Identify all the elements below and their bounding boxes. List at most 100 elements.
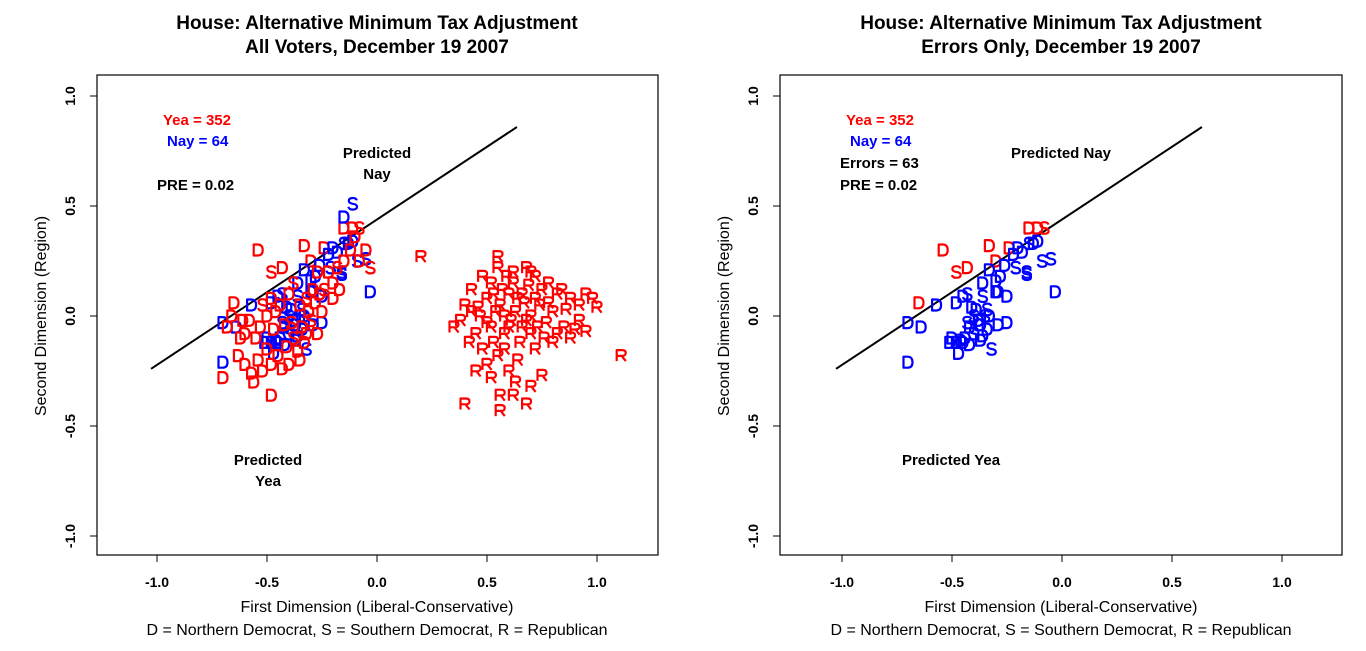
data-point-r-yea — [536, 368, 548, 382]
data-point-r-yea — [507, 265, 520, 279]
yea-count: Yea = 352 — [163, 112, 231, 129]
data-point-r-yea — [564, 331, 577, 345]
data-point-d-yea — [235, 331, 247, 345]
data-point-s-nay — [301, 342, 312, 356]
data-point-s-nay — [1036, 254, 1048, 268]
data-point-r-yea — [591, 300, 603, 314]
data-point-r-yea — [523, 278, 535, 292]
data-point-d-nay — [298, 263, 310, 277]
data-point-r-yea — [536, 283, 548, 296]
panel-title-line1: House: Alternative Minimum Tax Adjustmen… — [860, 13, 1262, 34]
data-point-d-yea — [349, 230, 361, 244]
data-point-r-yea — [470, 327, 482, 340]
data-point-s-nay — [1021, 267, 1033, 282]
data-point-d-yea — [261, 342, 273, 356]
data-point-r-yea — [525, 265, 537, 279]
data-point-r-yea — [512, 291, 524, 305]
data-point-r-yea — [525, 379, 537, 393]
data-point-r-yea — [492, 250, 504, 263]
data-point-d-nay — [1027, 236, 1040, 250]
data-point-r-yea — [509, 375, 522, 389]
data-point-r-yea — [573, 313, 586, 327]
data-point-d-yea — [334, 283, 346, 297]
data-point-s-nay — [977, 289, 989, 304]
y-tick-label: 0.5 — [62, 196, 78, 216]
y-tick-label: 0.0 — [745, 306, 761, 326]
data-point-d-yea — [913, 296, 925, 310]
data-point-r-yea — [580, 324, 592, 338]
data-point-d-yea — [226, 309, 238, 323]
data-point-r-yea — [496, 283, 508, 296]
data-point-r-yea — [481, 357, 493, 371]
legend-subtitle: D = Northern Democrat, S = Southern Demo… — [830, 622, 1291, 639]
data-point-d-yea — [243, 313, 255, 327]
data-point-r-yea — [415, 250, 427, 263]
data-point-d-nay — [999, 258, 1011, 272]
data-point-d-nay — [930, 298, 943, 312]
data-point-r-yea — [529, 269, 542, 283]
x-tick-label: -0.5 — [255, 574, 279, 590]
data-point-r-yea — [509, 305, 522, 318]
x-axis-label: First Dimension (Liberal-Conservative) — [241, 599, 514, 616]
data-point-s-nay — [347, 196, 359, 211]
x-tick-label: 0.0 — [1052, 574, 1072, 590]
data-point-s-yea — [265, 265, 277, 279]
data-point-s-nay — [968, 326, 980, 341]
data-point-r-yea — [490, 305, 502, 318]
data-point-d-nay — [1001, 289, 1013, 303]
data-point-d-yea — [237, 313, 249, 327]
data-point-r-yea — [485, 371, 497, 384]
data-point-s-yea — [318, 282, 330, 297]
data-point-r-yea — [560, 302, 572, 316]
data-point-r-yea — [551, 327, 564, 340]
data-point-r-yea — [472, 300, 484, 314]
data-point-d-yea — [309, 296, 321, 310]
data-point-s-yea — [364, 260, 376, 275]
data-point-d-yea — [232, 349, 244, 363]
data-point-r-yea — [547, 335, 559, 349]
data-point-d-nay — [270, 333, 282, 347]
data-point-s-yea — [301, 291, 312, 306]
y-tick-label: -1.0 — [745, 524, 761, 548]
data-point-s-nay — [961, 315, 973, 330]
data-point-r-yea — [477, 342, 489, 356]
x-tick-label: 1.0 — [1272, 574, 1292, 590]
data-point-d-yea — [316, 305, 328, 319]
y-tick-label: -1.0 — [62, 524, 78, 548]
data-point-r-yea — [485, 320, 497, 334]
data-point-s-nay — [1021, 265, 1033, 279]
data-point-d-yea — [246, 366, 258, 380]
data-point-r-yea — [466, 283, 478, 296]
data-point-d-nay — [952, 346, 965, 360]
data-point-r-yea — [488, 287, 500, 301]
pre-value: PRE = 0.02 — [840, 177, 917, 194]
x-tick-label: -1.0 — [145, 574, 169, 590]
data-point-r-yea — [542, 296, 555, 309]
panel-errors-only: House: Alternative Minimum Tax Adjustmen… — [716, 13, 1343, 639]
data-point-d-yea — [257, 364, 269, 378]
predicted-nay-line1: Predicted — [343, 145, 411, 162]
data-point-d-nay — [977, 329, 989, 343]
errors-count: Errors = 63 — [840, 155, 919, 172]
data-point-d-yea — [983, 239, 996, 253]
panel-title-line2: Errors Only, December 19 2007 — [921, 37, 1201, 58]
data-point-d-yea — [221, 320, 233, 334]
data-point-r-yea — [516, 287, 528, 301]
data-point-s-nay — [276, 315, 288, 330]
data-point-d-yea — [272, 349, 284, 363]
data-point-r-yea — [556, 283, 568, 296]
data-point-d-yea — [265, 388, 277, 402]
data-point-d-yea — [360, 243, 372, 257]
data-point-r-yea — [514, 335, 526, 349]
y-axis-label: Second Dimension (Region) — [33, 216, 50, 416]
data-point-s-nay — [292, 289, 304, 304]
data-point-d-nay — [217, 355, 229, 369]
nay-count: Nay = 64 — [167, 133, 229, 150]
data-point-r-yea — [520, 313, 533, 327]
data-point-r-yea — [573, 298, 586, 312]
predicted-yea-line2: Yea — [255, 473, 282, 490]
x-axis-label: First Dimension (Liberal-Conservative) — [925, 599, 1198, 616]
data-point-r-yea — [494, 404, 506, 417]
